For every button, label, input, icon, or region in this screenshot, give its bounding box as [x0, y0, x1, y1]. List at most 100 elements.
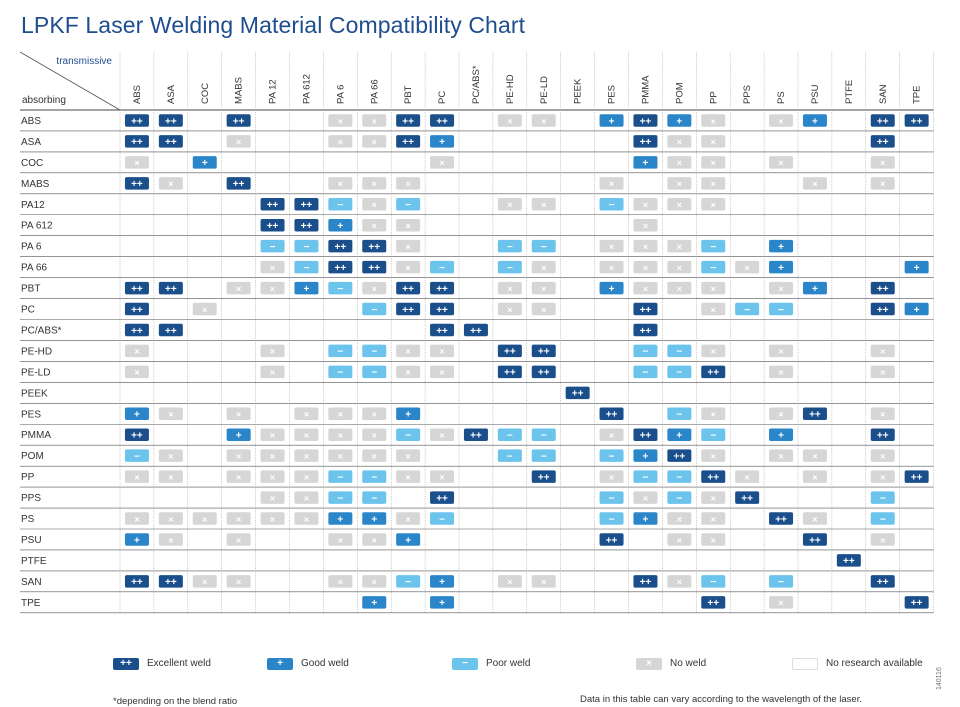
cell-symbol: +: [439, 577, 445, 588]
cell-symbol: ++: [809, 410, 821, 421]
cell-symbol: ×: [202, 305, 207, 315]
cell-symbol: ×: [236, 284, 241, 294]
row-label: PE-LD: [21, 367, 50, 378]
cell-marker-no-weld: [701, 449, 726, 462]
cell-marker-no-weld: [667, 156, 692, 169]
cell-symbol: −: [710, 431, 716, 442]
cell-marker-no-weld: [430, 344, 455, 358]
cell-marker-no-weld: [667, 281, 692, 295]
cell-marker-no-weld: [362, 218, 387, 232]
cell-marker-no-weld: [396, 218, 421, 232]
cell-symbol: ×: [439, 431, 444, 441]
cell-marker-good-weld: [124, 533, 149, 546]
cell-marker-excellent-weld: [124, 323, 149, 337]
cell-marker-no-weld: [328, 449, 353, 462]
column-header: PA 12: [268, 79, 279, 104]
column-header: PE-HD: [505, 74, 516, 104]
column-header: PSU: [810, 84, 821, 104]
cell-marker-poor-weld: [260, 239, 285, 253]
cell-marker-no-weld: [396, 470, 421, 483]
row-label: PC: [21, 305, 35, 316]
cell-symbol: ×: [406, 451, 411, 461]
cell-symbol: −: [371, 347, 377, 358]
footnote: *depending on the blend ratio: [113, 696, 238, 707]
cell-marker-no-weld: [260, 365, 285, 379]
cell-marker-poor-weld: [362, 491, 387, 504]
cell-symbol: ×: [778, 598, 783, 608]
cell-marker-excellent-weld: [633, 428, 658, 441]
cell-marker-excellent-weld: [124, 135, 149, 148]
cell-symbol: −: [371, 493, 377, 504]
cell-symbol: ×: [677, 263, 682, 273]
cell-marker-poor-weld: [701, 260, 726, 274]
cell-symbol: ×: [168, 179, 173, 189]
cell-symbol: +: [371, 598, 377, 609]
cell-symbol: ×: [677, 158, 682, 168]
cell-symbol: ×: [236, 514, 241, 524]
cell-marker-excellent-weld: [362, 260, 387, 274]
cell-symbol: ×: [134, 472, 139, 482]
cell-marker-no-weld: [497, 198, 522, 211]
cell-symbol: −: [541, 431, 547, 442]
cell-marker-no-weld: [362, 177, 387, 190]
cell-marker-no-weld: [158, 177, 183, 190]
cell-marker-no-weld: [260, 344, 285, 358]
row-label: PA 612: [21, 221, 53, 232]
cell-symbol: ×: [711, 451, 716, 461]
cell-symbol: ++: [877, 577, 889, 588]
cell-marker-no-weld: [396, 260, 421, 274]
cell-marker-good-weld: [124, 407, 149, 421]
cell-symbol: −: [337, 284, 343, 295]
cell-marker-no-weld: [294, 491, 319, 504]
cell-marker-no-weld: [667, 260, 692, 274]
cell-symbol: ++: [436, 284, 448, 295]
cell-symbol: ++: [911, 472, 923, 483]
cell-symbol: ×: [643, 200, 648, 210]
column-header: MABS: [234, 77, 245, 104]
cell-marker-excellent-weld: [124, 281, 149, 295]
cell-marker-poor-weld: [701, 239, 726, 253]
row-label: PP: [21, 472, 35, 483]
cell-symbol: −: [778, 305, 784, 316]
cell-symbol: −: [405, 577, 411, 588]
row-label: PTFE: [21, 556, 47, 567]
cell-marker-no-weld: [667, 512, 692, 525]
cell-symbol: −: [541, 242, 547, 253]
column-header: PES: [607, 85, 618, 104]
cell-marker-poor-weld: [124, 449, 149, 462]
cell-marker-no-weld: [226, 449, 251, 462]
cell-marker-no-weld: [769, 281, 794, 295]
cell-marker-no-weld: [396, 177, 421, 190]
cell-marker-excellent-weld: [497, 344, 522, 358]
cell-marker-excellent-weld: [124, 114, 149, 127]
cell-symbol: +: [812, 284, 818, 295]
cell-marker-poor-weld: [362, 302, 387, 316]
cell-marker-good-weld: [904, 302, 929, 316]
cell-marker-poor-weld: [362, 470, 387, 483]
cell-marker-poor-weld: [667, 407, 692, 421]
cell-symbol: ++: [368, 242, 380, 253]
cell-marker-poor-weld: [599, 491, 624, 504]
cell-symbol: ++: [436, 305, 448, 316]
cell-marker-good-weld: [904, 260, 929, 274]
column-header: PC: [437, 91, 448, 104]
page-title: LPKF Laser Welding Material Compatibilit…: [21, 12, 526, 38]
cell-marker-no-weld: [430, 470, 455, 483]
cell-symbol: ×: [270, 368, 275, 378]
cell-marker-excellent-weld: [463, 428, 488, 441]
cell-symbol: ×: [609, 242, 614, 252]
cell-symbol: −: [337, 200, 343, 211]
cell-symbol: ++: [504, 368, 516, 379]
cell-marker-no-weld: [497, 575, 522, 588]
cell-marker-good-weld: [430, 135, 455, 148]
cell-symbol: ++: [402, 284, 414, 295]
legend-swatch-noweld: ×: [636, 658, 662, 670]
row-label: PS: [21, 514, 35, 525]
cell-symbol: ×: [304, 472, 309, 482]
cell-symbol: ×: [338, 137, 343, 147]
cell-marker-no-weld: [599, 177, 624, 190]
cell-symbol: ×: [372, 221, 377, 231]
cell-symbol: ++: [131, 284, 143, 295]
cell-symbol: ++: [741, 493, 753, 504]
cell-marker-no-weld: [701, 533, 726, 546]
